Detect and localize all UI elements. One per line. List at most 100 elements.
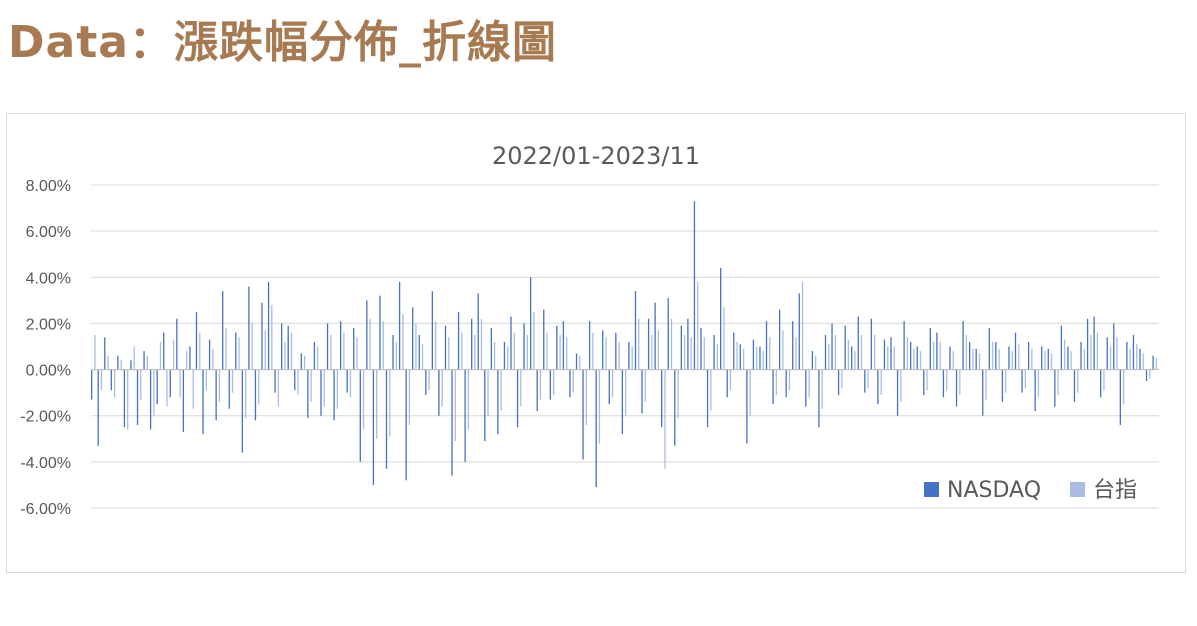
- taiex-bar: [611, 369, 614, 398]
- nasdaq-bar: [1086, 318, 1089, 370]
- taiex-bar: [1050, 353, 1053, 370]
- nasdaq-bar: [104, 337, 106, 370]
- taiex-bar: [336, 369, 339, 409]
- nasdaq-bar: [1041, 346, 1043, 370]
- nasdaq-bar: [726, 369, 728, 398]
- taiex-bar: [1057, 369, 1059, 395]
- taiex-bar: [205, 369, 207, 391]
- nasdaq-bar: [313, 341, 316, 370]
- taiex-bar: [264, 330, 266, 370]
- nasdaq-bar: [647, 318, 650, 370]
- taiex-bar: [441, 369, 443, 407]
- taiex-bar: [120, 360, 122, 370]
- nasdaq-bar: [333, 369, 335, 421]
- nasdaq-bar: [765, 321, 768, 370]
- nasdaq-bar: [510, 316, 512, 370]
- nasdaq-bar: [785, 369, 787, 398]
- nasdaq-bar: [962, 321, 964, 370]
- taiex-bar: [1090, 334, 1092, 370]
- nasdaq-bar: [156, 369, 158, 405]
- legend-swatch-taiex: [1070, 482, 1085, 497]
- taiex-bar: [258, 369, 260, 405]
- nasdaq-bar: [1132, 334, 1135, 370]
- slide-title: Data：漲跌幅分佈_折線圖: [8, 17, 557, 68]
- taiex-bar: [539, 369, 542, 400]
- taiex-bar: [186, 351, 188, 370]
- taiex-bar: [474, 334, 476, 370]
- taiex-bar: [1155, 358, 1158, 370]
- taiex-bar: [107, 355, 109, 370]
- taiex-bar: [1044, 351, 1046, 370]
- nasdaq-bar: [955, 369, 958, 407]
- nasdaq-bar: [595, 369, 597, 488]
- taiex-bar: [801, 281, 804, 370]
- nasdaq-bar: [523, 323, 525, 370]
- taiex-bar: [212, 348, 214, 370]
- nasdaq-bar: [575, 353, 578, 370]
- y-tick-label: -4.00%: [20, 455, 71, 472]
- nasdaq-bar: [425, 369, 427, 395]
- nasdaq-bar: [588, 321, 591, 370]
- taiex-bar: [906, 337, 909, 370]
- nasdaq-bar: [91, 369, 93, 400]
- legend-label-nasdaq: NASDAQ: [947, 478, 1041, 503]
- nasdaq-bar: [818, 369, 820, 428]
- taiex-bar: [1063, 339, 1066, 370]
- taiex-bar: [749, 369, 751, 416]
- taiex-bar: [991, 341, 994, 370]
- nasdaq-bar: [700, 328, 702, 370]
- nasdaq-bar: [143, 351, 145, 370]
- nasdaq-bar: [117, 355, 119, 370]
- nasdaq-bar: [1034, 369, 1036, 412]
- taiex-bar: [159, 341, 162, 370]
- nasdaq-bar: [529, 277, 532, 370]
- gridlines: [91, 184, 1159, 509]
- nasdaq-bar: [267, 281, 270, 370]
- taiex-bar: [303, 355, 306, 370]
- nasdaq-bar: [248, 286, 250, 370]
- nasdaq-bar: [759, 346, 761, 370]
- taiex-bar: [873, 334, 876, 370]
- taiex-bar: [847, 339, 850, 370]
- nasdaq-bar: [752, 339, 755, 370]
- nasdaq-bar: [438, 369, 440, 416]
- nasdaq-bar: [130, 360, 132, 370]
- nasdaq-bar: [706, 369, 709, 428]
- taiex-bar: [271, 304, 273, 370]
- nasdaq-bar: [942, 369, 945, 398]
- nasdaq-bar: [883, 339, 886, 370]
- taiex-bar: [434, 321, 437, 370]
- taiex-bar: [808, 369, 810, 398]
- taiex-bar: [795, 337, 797, 370]
- nasdaq-bar: [739, 344, 741, 370]
- taiex-bar: [166, 369, 168, 407]
- taiex-bar: [146, 355, 148, 370]
- taiex-bar: [113, 369, 116, 398]
- taiex-bar: [513, 332, 515, 370]
- nasdaq-bar: [890, 337, 892, 370]
- nasdaq-bar: [582, 369, 584, 460]
- taiex-bar: [546, 332, 548, 370]
- taiex-bar: [467, 369, 470, 430]
- nasdaq-bar: [805, 369, 807, 407]
- taiex-bar: [323, 369, 325, 407]
- taiex-bar: [1142, 353, 1144, 370]
- taiex-bar: [244, 369, 247, 419]
- taiex-bar: [343, 332, 345, 370]
- taiex-bar: [127, 369, 129, 430]
- nasdaq-bar: [412, 307, 414, 370]
- nasdaq-bar: [870, 318, 873, 370]
- nasdaq-bar: [1100, 369, 1102, 398]
- taiex-bar: [978, 353, 981, 370]
- nasdaq-bar: [720, 268, 722, 370]
- nasdaq-bar: [772, 369, 774, 405]
- nasdaq-bar: [792, 321, 794, 370]
- nasdaq-bar: [235, 332, 237, 370]
- taiex-bar: [939, 341, 941, 370]
- taiex-bar: [1122, 369, 1125, 405]
- y-tick-label: -2.00%: [20, 409, 71, 426]
- taiex-bar: [775, 369, 777, 395]
- taiex-bar: [231, 369, 234, 393]
- taiex-bar: [572, 369, 574, 393]
- nasdaq-bar: [982, 369, 984, 416]
